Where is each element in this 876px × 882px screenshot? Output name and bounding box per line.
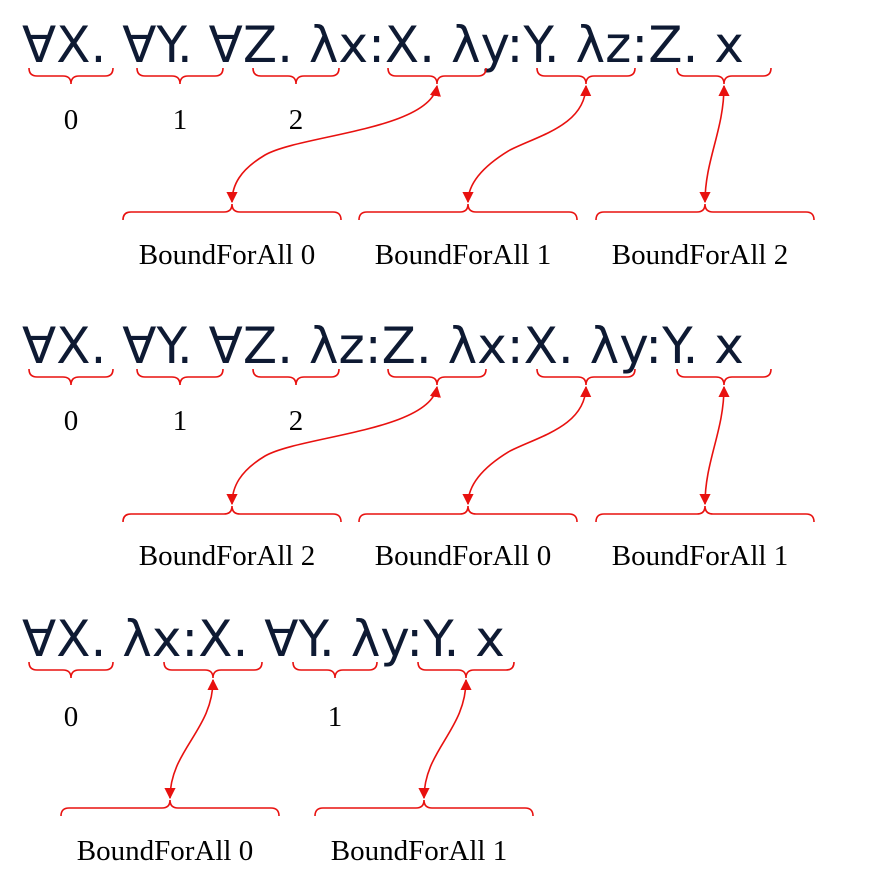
row-1-bound-label-0: BoundForAll 0 — [139, 239, 315, 271]
row-2-forall-brace-1 — [136, 368, 224, 386]
row-2-arrow-0 — [226, 385, 441, 506]
row-2-lambda-brace-x — [536, 368, 636, 386]
row-2-bound-label-2: BoundForAll 1 — [612, 540, 788, 572]
row-3-bound-label-0: BoundForAll 0 — [77, 835, 253, 867]
row-3-arrow-0 — [164, 678, 219, 800]
row-3-arrow-1 — [418, 678, 472, 800]
row-2-bound-label-1: BoundForAll 0 — [375, 540, 551, 572]
row-3-label-brace-1 — [314, 799, 534, 817]
row-3-forall-brace-0 — [28, 661, 114, 679]
row-1-label-brace-2 — [595, 203, 815, 221]
row-2-bound-label-0: BoundForAll 2 — [139, 540, 315, 572]
row-2-expression: ∀X. ∀Y. ∀Z. λz:Z. λx:X. λy:Y. x — [22, 317, 744, 375]
row-3-label-brace-0 — [60, 799, 280, 817]
row-1-arrow-2 — [699, 84, 730, 204]
row-1-lambda-brace-x — [387, 67, 487, 85]
row-3-index-0: 0 — [64, 701, 79, 733]
row-2-arrow-2 — [699, 385, 730, 506]
row-2: ∀X. ∀Y. ∀Z. λz:Z. λx:X. λy:Y. x 0 1 2 Bo… — [22, 317, 815, 572]
row-1-index-2: 2 — [289, 104, 304, 136]
row-2-lambda-brace-y — [676, 368, 772, 386]
row-1-forall-brace-2 — [252, 67, 340, 85]
row-1-bound-label-1: BoundForAll 1 — [375, 239, 551, 271]
row-3-index-1: 1 — [328, 701, 343, 733]
row-2-label-brace-1 — [358, 505, 578, 523]
row-1-forall-brace-0 — [28, 67, 114, 85]
row-3-forall-brace-1 — [292, 661, 378, 679]
row-2-label-brace-0 — [122, 505, 342, 523]
row-3-lambda-brace-y — [417, 661, 515, 679]
row-1-lambda-brace-z — [676, 67, 772, 85]
row-1-expression: ∀X. ∀Y. ∀Z. λx:X. λy:Y. λz:Z. x — [22, 16, 744, 74]
row-1-arrow-1 — [462, 84, 592, 204]
row-1-bound-label-2: BoundForAll 2 — [612, 239, 788, 271]
row-1-forall-brace-1 — [136, 67, 224, 85]
row-2-label-brace-2 — [595, 505, 815, 523]
row-3-bound-label-1: BoundForAll 1 — [331, 835, 507, 867]
row-2-index-2: 2 — [289, 405, 304, 437]
row-2-forall-brace-0 — [28, 368, 114, 386]
row-1-label-brace-1 — [358, 203, 578, 221]
row-2-lambda-brace-z — [387, 368, 487, 386]
row-2-arrow-1 — [462, 385, 592, 506]
row-1: ∀X. ∀Y. ∀Z. λx:X. λy:Y. λz:Z. x 0 1 2 Bo… — [22, 16, 815, 271]
row-1-label-brace-0 — [122, 203, 342, 221]
row-1-lambda-brace-y — [536, 67, 636, 85]
row-3: ∀X. λx:X. ∀Y. λy:Y. x 0 1 BoundForAll 0 … — [22, 610, 534, 867]
row-1-index-0: 0 — [64, 104, 79, 136]
row-1-index-1: 1 — [173, 104, 188, 136]
row-2-index-0: 0 — [64, 405, 79, 437]
row-2-index-1: 1 — [173, 405, 188, 437]
row-3-expression: ∀X. λx:X. ∀Y. λy:Y. x — [22, 610, 505, 668]
row-2-forall-brace-2 — [252, 368, 340, 386]
row-1-arrow-0 — [226, 84, 441, 204]
row-3-lambda-brace-x — [163, 661, 263, 679]
